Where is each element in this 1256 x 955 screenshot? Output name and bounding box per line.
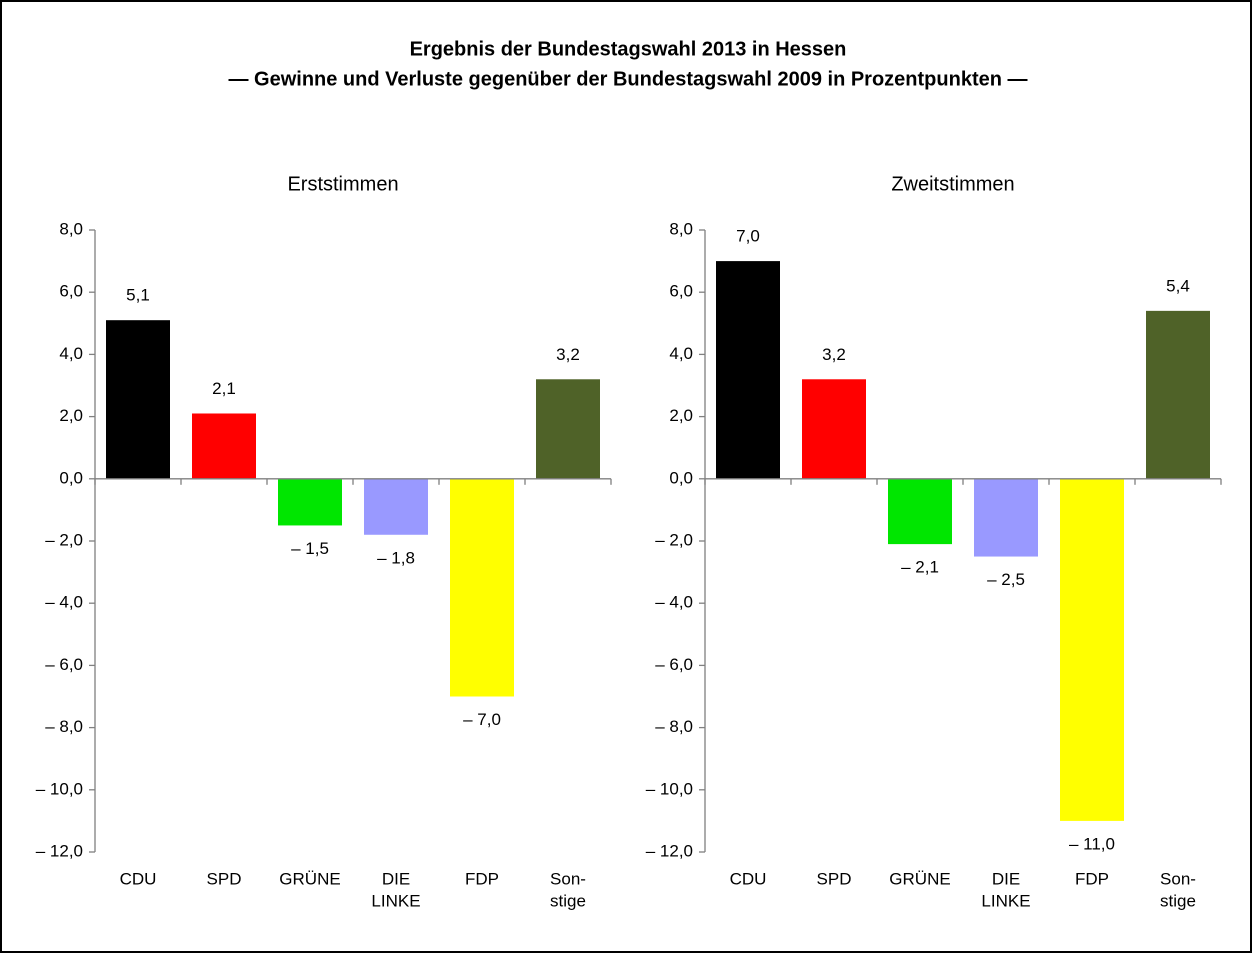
value-label: 3,2 [822,345,846,364]
value-label: – 2,1 [901,558,939,577]
bar [364,478,428,535]
y-tick-label: – 12,0 [646,841,693,860]
x-tick-label: DIE [992,869,1020,888]
y-tick-label: – 10,0 [36,779,83,798]
value-label: – 7,0 [463,710,501,729]
bar [192,413,256,479]
bar [106,320,170,479]
y-tick-label: 6,0 [669,282,693,301]
y-tick-label: – 6,0 [655,655,693,674]
bar [278,478,342,526]
y-tick-label: – 2,0 [655,530,693,549]
bar [888,478,952,545]
chart-subtitle: — Gewinne und Verluste gegenüber der Bun… [228,68,1027,90]
y-tick-label: – 6,0 [45,655,83,674]
value-label: – 2,5 [987,570,1025,589]
x-tick-label: stige [1160,891,1196,910]
x-tick-label: Son- [1160,869,1196,888]
y-tick-label: – 10,0 [646,779,693,798]
x-tick-label: FDP [1075,869,1109,888]
x-tick-label: FDP [465,869,499,888]
y-tick-label: – 8,0 [655,717,693,736]
x-tick-label: stige [550,891,586,910]
y-tick-label: – 4,0 [45,593,83,612]
x-tick-label: LINKE [981,891,1030,910]
x-tick-label: GRÜNE [279,869,340,888]
x-tick-label: GRÜNE [889,869,950,888]
x-tick-label: LINKE [371,891,420,910]
y-tick-label: – 2,0 [45,530,83,549]
y-tick-label: 2,0 [59,406,83,425]
bar [974,478,1038,557]
chart-title: Ergebnis der Bundestagswahl 2013 in Hess… [410,38,847,60]
y-tick-label: – 8,0 [45,717,83,736]
value-label: 5,4 [1166,276,1190,295]
bar [536,379,600,479]
y-tick-label: 8,0 [59,219,83,238]
value-label: 3,2 [556,345,580,364]
y-tick-label: – 4,0 [655,593,693,612]
value-label: – 1,8 [377,548,415,567]
y-tick-label: 0,0 [669,468,693,487]
value-label: 7,0 [736,227,760,246]
x-tick-label: DIE [382,869,410,888]
y-tick-label: 2,0 [669,406,693,425]
bar [1060,478,1124,821]
subchart-title: Zweitstimmen [891,173,1014,195]
x-tick-label: Son- [550,869,586,888]
value-label: – 1,5 [291,539,329,558]
y-tick-label: 0,0 [59,468,83,487]
x-tick-label: CDU [120,869,157,888]
x-tick-label: SPD [817,869,852,888]
value-label: 2,1 [212,379,236,398]
y-tick-label: 8,0 [669,219,693,238]
value-label: – 11,0 [1069,834,1115,853]
bar [450,478,514,697]
subchart-title: Erststimmen [287,173,398,195]
x-tick-label: SPD [207,869,242,888]
value-label: 5,1 [126,286,150,305]
bar [1146,310,1210,479]
y-tick-label: 4,0 [59,344,83,363]
x-tick-label: CDU [730,869,767,888]
bar [716,261,780,479]
y-tick-label: 4,0 [669,344,693,363]
y-tick-label: – 12,0 [36,841,83,860]
y-tick-label: 6,0 [59,282,83,301]
bar [802,379,866,479]
